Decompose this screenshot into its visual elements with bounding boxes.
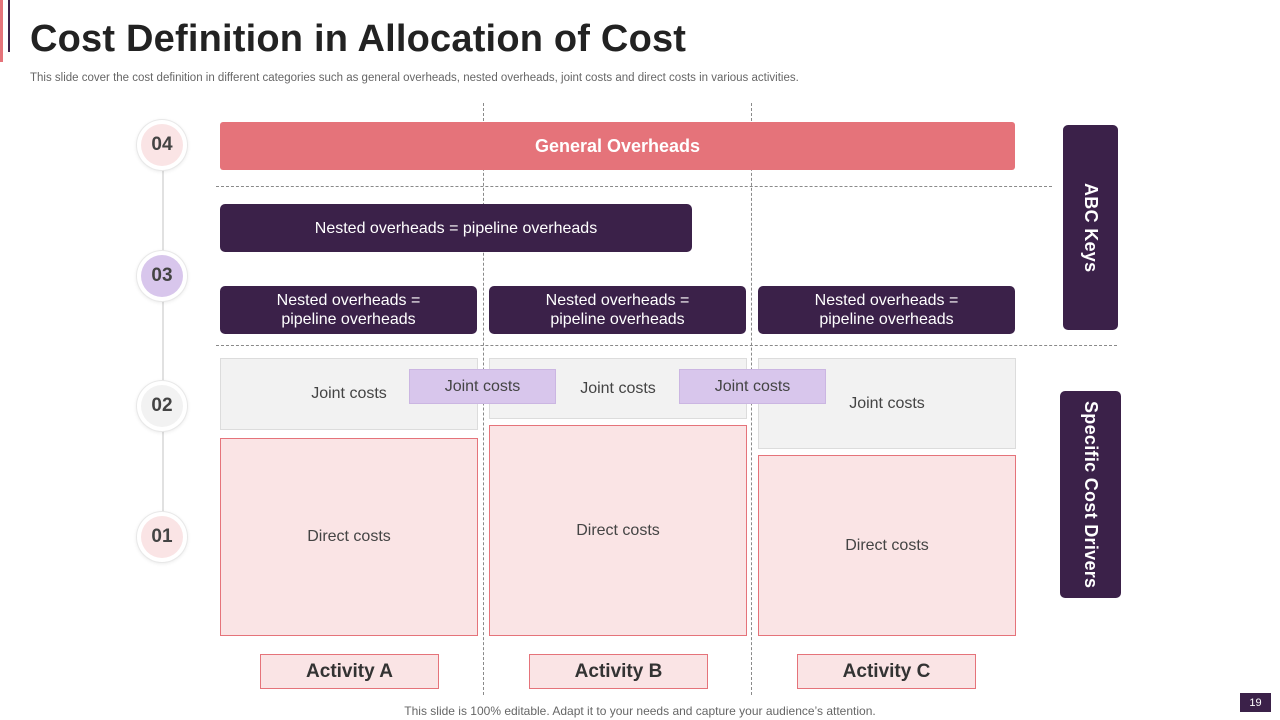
level-01: 01: [137, 512, 187, 562]
slide-title: Cost Definition in Allocation of Cost: [30, 18, 687, 60]
level-02-label: 02: [141, 385, 183, 427]
slide-footer: This slide is 100% editable. Adapt it to…: [404, 704, 876, 718]
direct-costs-b: Direct costs: [489, 425, 747, 636]
specific-cost-drivers-label: Specific Cost Drivers: [1081, 400, 1101, 589]
level-04: 04: [137, 120, 187, 170]
divider-line-general: [216, 186, 1052, 187]
joint-costs-bc: Joint costs: [679, 369, 826, 404]
abc-keys-label: ABC Keys: [1081, 182, 1101, 273]
specific-cost-drivers-tab: Specific Cost Drivers: [1060, 391, 1121, 598]
title-accent-bar: [0, 0, 3, 62]
level-03-label: 03: [141, 255, 183, 297]
divider-line-nested: [216, 345, 1117, 346]
level-connector: [162, 168, 164, 513]
activity-a-label: Activity A: [260, 654, 439, 689]
title-accent-bar-dark: [8, 0, 10, 52]
nested-overheads-c: Nested overheads = pipeline overheads: [758, 286, 1015, 334]
level-02: 02: [137, 381, 187, 431]
level-04-label: 04: [141, 124, 183, 166]
slide-subtitle: This slide cover the cost definition in …: [30, 72, 799, 84]
nested-overheads-a: Nested overheads = pipeline overheads: [220, 286, 477, 334]
activity-b-label: Activity B: [529, 654, 708, 689]
nested-overheads-wide: Nested overheads = pipeline overheads: [220, 204, 692, 252]
activity-c-label: Activity C: [797, 654, 976, 689]
level-01-label: 01: [141, 516, 183, 558]
general-overheads-box: General Overheads: [220, 122, 1015, 170]
page-number: 19: [1240, 693, 1271, 712]
direct-costs-a: Direct costs: [220, 438, 478, 636]
direct-costs-c: Direct costs: [758, 455, 1016, 636]
abc-keys-tab: ABC Keys: [1063, 125, 1118, 330]
level-03: 03: [137, 251, 187, 301]
joint-costs-ab: Joint costs: [409, 369, 556, 404]
nested-overheads-b: Nested overheads = pipeline overheads: [489, 286, 746, 334]
